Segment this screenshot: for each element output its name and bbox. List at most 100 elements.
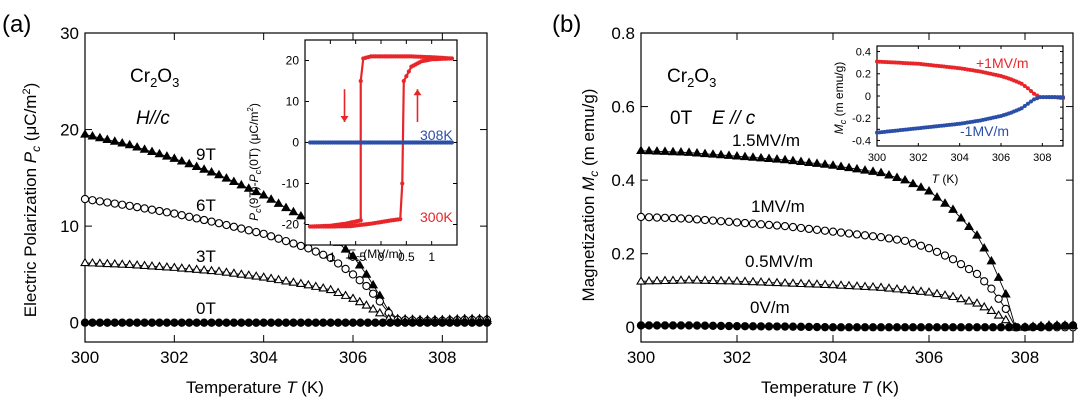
- inset-a-ytick-label: 0: [292, 136, 299, 150]
- panel-a-data-point: [125, 318, 134, 327]
- panel-a-data-point: [386, 318, 395, 327]
- panel-a-data-point: [162, 208, 172, 217]
- panel-a-data-point: [110, 199, 119, 208]
- panel-a-data-point: [228, 268, 239, 277]
- panel-a-data-point: [311, 318, 320, 327]
- panel-a-data-point: [251, 186, 262, 196]
- panel-b-data-point: [1044, 322, 1054, 331]
- panel-b-data-point: [892, 283, 902, 293]
- panel-b-data-point: [708, 149, 718, 158]
- inset-b-data-point: [1035, 93, 1040, 98]
- panel-a-data-point: [281, 202, 291, 212]
- panel-b-data-point: [724, 150, 734, 159]
- panel-b-series-label: 0V/m: [750, 298, 790, 317]
- panel-b-data-point: [1020, 323, 1030, 332]
- panel-b-data-point: [972, 230, 982, 239]
- panel-a-data-point: [117, 259, 128, 268]
- panel-a-data-point: [325, 284, 336, 294]
- panel-b-data-point: [972, 298, 982, 307]
- panel-a-data-point: [281, 318, 291, 327]
- panel-b-data-point: [908, 323, 918, 332]
- panel-b-data-point: [796, 156, 806, 166]
- panel-a-data-point: [118, 318, 127, 327]
- panel-a-data-point: [361, 269, 372, 278]
- panel-b-data-point: [772, 322, 782, 331]
- panel-b-data-point: [940, 251, 950, 260]
- panel-a-data-point: [199, 318, 209, 327]
- panel-a-data-point: [408, 318, 417, 327]
- panel-a-data-point: [80, 129, 90, 138]
- panel-a-data-point: [191, 161, 202, 171]
- panel-b-data-point: [636, 212, 646, 222]
- panel-b-data-point: [772, 277, 782, 287]
- panel-b-data-point: [900, 236, 910, 245]
- panel-a-data-point: [176, 156, 187, 165]
- panel-a-ytick-label: 10: [60, 217, 79, 236]
- panel-b-material-label: Cr2O3: [667, 66, 716, 90]
- panel-b-data-point: [860, 231, 870, 240]
- panel-a-data-point: [295, 210, 306, 220]
- panel-b-ytick-label: 0.4: [611, 171, 635, 190]
- panel-b-data-point: [636, 145, 646, 155]
- panel-b-data-point: [964, 221, 974, 231]
- panel-b-data-point: [724, 217, 734, 226]
- panel-a-data-point: [244, 226, 253, 235]
- panel-a-data-point: [274, 234, 283, 243]
- panel-b-data-point: [652, 213, 662, 222]
- panel-a-data-point: [161, 261, 172, 271]
- panel-a-data-point: [281, 275, 291, 285]
- panel-a-data-point: [132, 318, 142, 327]
- panel-a-data-point: [304, 318, 313, 327]
- panel-a-data-point: [192, 318, 201, 327]
- panel-b-data-point: [668, 321, 678, 330]
- panel-b-data-point: [876, 233, 886, 242]
- inset-a-arrowhead: [340, 116, 349, 122]
- inset-a-data-point: [449, 56, 455, 61]
- panel-b-data-point: [684, 321, 694, 330]
- panel-a-data-point: [109, 136, 120, 145]
- panel-b-data-point: [972, 323, 982, 332]
- panel-a-data-point: [368, 289, 378, 298]
- panel-b-data-point: [812, 158, 822, 167]
- panel-b-data-point: [940, 198, 950, 207]
- panel-a-data-point: [266, 273, 277, 282]
- panel-b-data-point: [900, 284, 910, 294]
- panel-b-data-point: [644, 213, 654, 222]
- panel-a-data-point: [236, 269, 247, 278]
- panel-a-data-point: [319, 318, 328, 327]
- panel-b-data-point: [852, 163, 862, 173]
- panel-a-data-point: [154, 261, 165, 270]
- panel-b-data-point: [756, 152, 766, 162]
- panel-a-data-point: [266, 232, 276, 241]
- panel-a-series-label: 3T: [196, 247, 216, 266]
- panel-a-data-point: [333, 287, 344, 297]
- inset-a-xtick-label: 0.5: [398, 250, 415, 264]
- panel-b-series-label: 0.5MV/m: [745, 252, 813, 271]
- panel-b-data-point: [748, 152, 758, 161]
- panel-b-data-point: [924, 244, 934, 253]
- panel-b-data-point: [1000, 288, 1011, 298]
- panel-b-data-point: [1052, 321, 1062, 331]
- panel-a-data-point: [341, 318, 350, 327]
- panel-b-data-point: [987, 284, 996, 293]
- panel-b-data-point: [716, 149, 726, 159]
- inset-b-data-point: [1022, 84, 1027, 88]
- panel-b-data-point: [860, 165, 870, 174]
- panel-a-data-point: [430, 318, 440, 327]
- panel-b-data-point: [940, 323, 950, 332]
- panel-a-data-point: [95, 197, 105, 206]
- panel-a-data-point: [170, 318, 179, 327]
- panel-b-data-point: [876, 167, 886, 177]
- panel-b-data-point: [852, 230, 862, 239]
- inset-a-xtick-label: 0: [378, 250, 385, 264]
- inset-b-data-point: [1019, 106, 1024, 111]
- panel-a-data-point: [170, 209, 179, 218]
- panel-a-data-point: [333, 318, 343, 327]
- panel-a-ytick-label: 20: [60, 121, 79, 140]
- panel-a-data-point: [161, 151, 172, 160]
- panel-b-data-point: [764, 277, 774, 286]
- panel-b-data-point: [836, 161, 846, 170]
- inset-b-ytick-label: 0.2: [856, 69, 871, 81]
- panel-b-data-point: [652, 275, 662, 285]
